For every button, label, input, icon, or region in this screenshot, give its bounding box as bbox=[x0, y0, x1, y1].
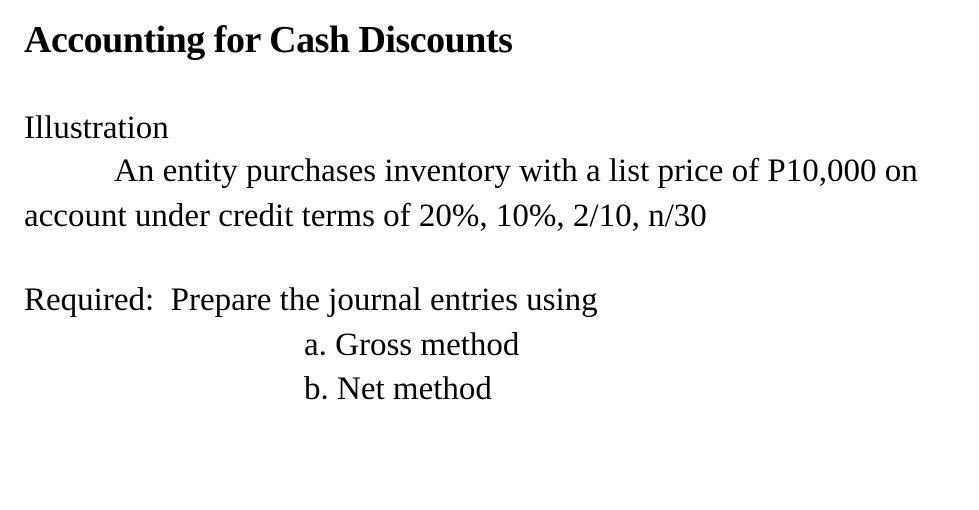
illustration-body: An entity purchases inventory with a lis… bbox=[24, 149, 955, 238]
required-line: Required: Prepare the journal entries us… bbox=[24, 278, 955, 323]
body-text-content: An entity purchases inventory with a lis… bbox=[24, 153, 918, 234]
required-label: Required: bbox=[24, 282, 154, 318]
option-b: b. Net method bbox=[24, 367, 955, 412]
required-text: Prepare the journal entries using bbox=[171, 282, 598, 318]
section-label: Illustration bbox=[24, 110, 955, 147]
option-a: a. Gross method bbox=[24, 323, 955, 368]
page-title: Accounting for Cash Discounts bbox=[24, 18, 955, 62]
